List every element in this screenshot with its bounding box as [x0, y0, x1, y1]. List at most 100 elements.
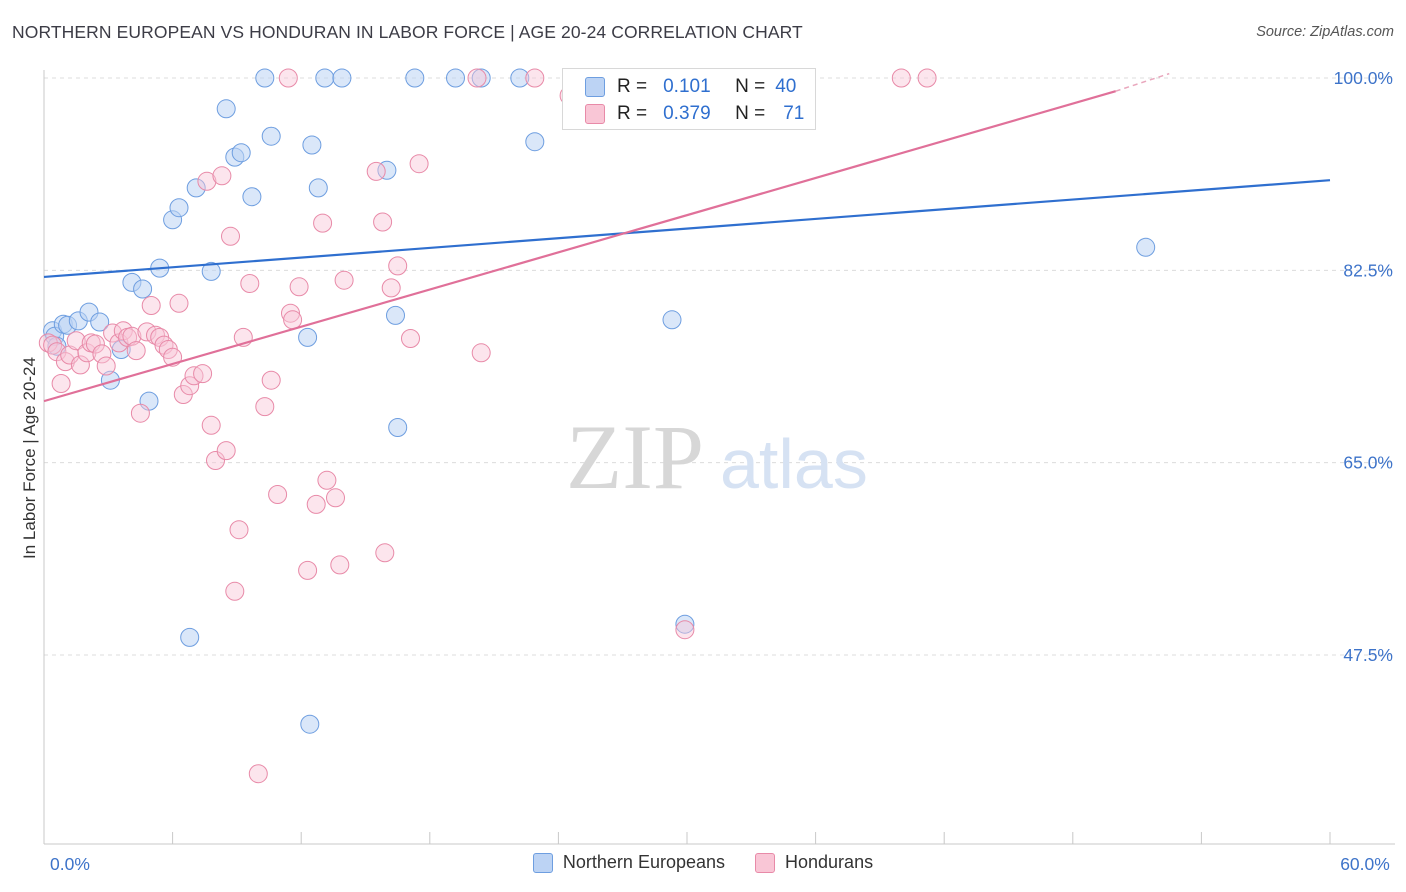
point-northern-european	[510, 68, 530, 88]
point-northern-european	[298, 327, 318, 347]
point-honduran	[289, 277, 309, 297]
point-northern-european	[300, 714, 320, 734]
trend-line-hondurans	[43, 90, 1116, 403]
point-honduran	[248, 764, 268, 784]
point-honduran	[197, 171, 217, 191]
legend-label-northern-europeans: Northern Europeans	[562, 852, 726, 872]
point-northern-european	[386, 305, 405, 325]
point-northern-european	[675, 614, 695, 634]
point-honduran	[366, 161, 386, 181]
point-honduran	[85, 334, 105, 354]
point-northern-european	[90, 312, 110, 332]
legend-swatch-pink	[755, 852, 776, 873]
point-northern-european	[231, 143, 251, 163]
pink-swatch	[585, 104, 605, 124]
point-northern-european	[302, 135, 322, 155]
stats-legend: R = 0.101 N = 40 R = 0.379 N = 71	[562, 68, 816, 130]
y-tick-label: 65.0%	[1343, 453, 1393, 473]
watermark: ZIP atlas	[566, 406, 868, 508]
point-honduran	[281, 303, 300, 323]
blue-swatch	[585, 77, 605, 97]
point-northern-european	[133, 279, 153, 299]
blue-r-value: 0.101	[663, 76, 711, 97]
point-honduran	[240, 274, 260, 293]
legend-item-northern-europeans[interactable]: Northern Europeans	[532, 852, 726, 873]
point-honduran	[206, 451, 225, 470]
point-honduran	[675, 620, 695, 640]
legend-item-hondurans[interactable]: Hondurans	[755, 852, 873, 873]
point-honduran	[283, 310, 303, 330]
tick-labels: 100.0% 82.5% 65.0% 47.5% 0.0% 60.0%	[50, 68, 1393, 874]
blue-r-label: R =	[617, 76, 648, 97]
point-honduran	[334, 270, 354, 290]
point-honduran	[122, 326, 142, 346]
y-tick-label: 100.0%	[1334, 68, 1393, 88]
point-northern-european	[216, 99, 236, 119]
point-honduran	[96, 356, 116, 376]
point-honduran	[409, 154, 429, 174]
point-honduran	[193, 364, 213, 384]
point-northern-european	[405, 68, 425, 88]
point-honduran	[317, 470, 337, 490]
point-honduran	[130, 403, 150, 423]
stats-row-blue: R = 0.101 N = 40	[585, 76, 796, 98]
y-tick-label: 82.5%	[1343, 260, 1393, 280]
pink-n-value: 71	[783, 103, 805, 124]
point-honduran	[216, 441, 236, 461]
point-honduran	[330, 555, 350, 575]
axes	[43, 70, 1395, 845]
x-tick-label: 60.0%	[1340, 854, 1390, 874]
point-northern-european	[1136, 237, 1156, 257]
y-tick-label: 47.5%	[1343, 645, 1393, 665]
point-northern-european	[201, 261, 221, 281]
source-note: Source: ZipAtlas.com	[1256, 24, 1394, 40]
stats-row-pink: R = 0.379 N = 71	[585, 103, 804, 125]
point-honduran	[525, 68, 545, 88]
point-honduran	[298, 560, 318, 580]
point-honduran	[66, 331, 86, 351]
point-honduran	[221, 226, 240, 246]
point-honduran	[381, 278, 401, 298]
point-honduran	[180, 376, 200, 396]
point-northern-european	[255, 68, 275, 88]
point-honduran	[373, 212, 393, 232]
chart-title: NORTHERN EUROPEAN VS HONDURAN IN LABOR F…	[12, 22, 803, 42]
point-honduran	[60, 345, 80, 365]
point-honduran	[229, 520, 249, 540]
blue-n-value: 40	[775, 76, 797, 97]
point-honduran	[261, 370, 281, 390]
data-points	[38, 68, 1156, 784]
watermark-atlas: atlas	[720, 425, 868, 503]
point-northern-european	[377, 160, 397, 180]
point-honduran	[92, 344, 112, 364]
point-northern-european	[308, 178, 328, 198]
point-honduran	[255, 397, 275, 417]
point-honduran	[326, 488, 345, 508]
point-northern-european	[471, 68, 491, 88]
point-northern-european	[332, 68, 352, 88]
x-tick-label: 0.0%	[50, 854, 90, 874]
point-honduran	[70, 355, 90, 375]
point-honduran	[471, 343, 491, 363]
point-northern-european	[261, 126, 281, 146]
legend-label-hondurans: Hondurans	[785, 852, 874, 872]
point-honduran	[917, 68, 937, 88]
point-honduran	[313, 213, 333, 233]
point-northern-european	[186, 178, 206, 198]
point-northern-european	[446, 68, 465, 88]
point-honduran	[201, 415, 221, 435]
point-honduran	[306, 494, 326, 514]
point-northern-european	[315, 68, 335, 88]
point-honduran	[467, 68, 487, 88]
point-honduran	[225, 581, 245, 601]
blue-n-label: N =	[735, 76, 766, 97]
point-northern-european	[662, 310, 682, 330]
point-honduran	[126, 341, 146, 361]
legend-swatch-blue	[532, 852, 553, 873]
y-axis-label: In Labor Force | Age 20-24	[20, 357, 39, 559]
trend-line-hondurans-extension	[1115, 72, 1170, 92]
point-honduran	[401, 329, 420, 348]
point-honduran	[891, 68, 911, 88]
point-honduran	[268, 485, 288, 504]
